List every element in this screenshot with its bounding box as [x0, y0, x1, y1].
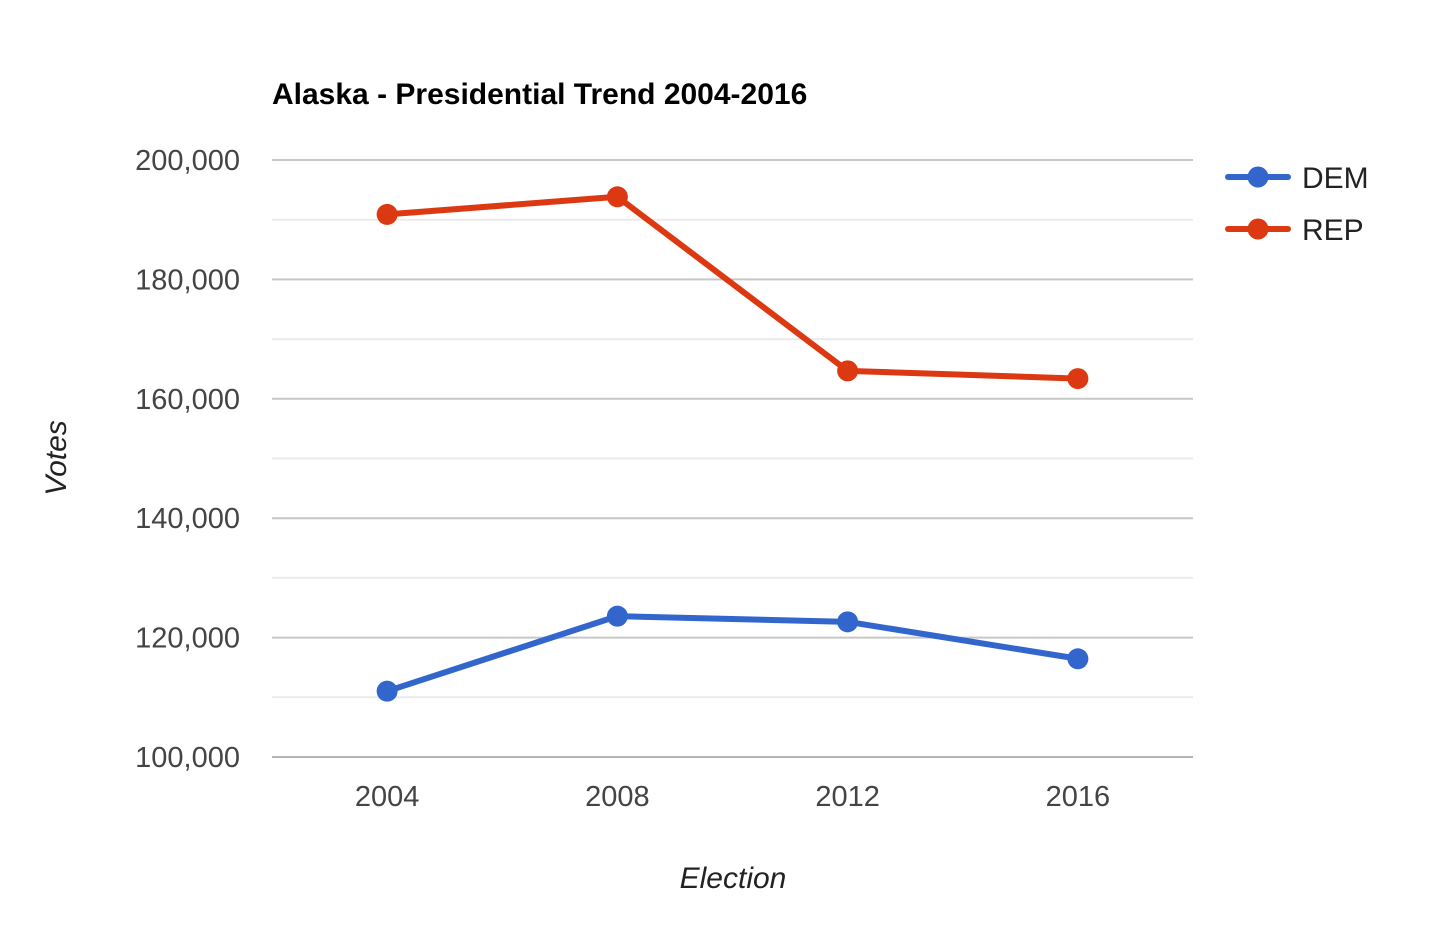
y-tick-label: 160,000: [135, 384, 240, 416]
rep-series-line: [384, 193, 1081, 382]
y-axis-ticks: 100,000 120,000 140,000 160,000 180,000 200,0…: [135, 145, 240, 774]
legend-marker-dem: [1247, 166, 1269, 188]
dem-data-point: [376, 680, 398, 702]
chart-title: Alaska - Presidential Trend 2004-2016: [272, 78, 807, 111]
y-tick-label: 120,000: [135, 623, 240, 655]
series-layer: [376, 186, 1089, 702]
legend-item-dem: DEM: [1225, 162, 1369, 195]
dem-data-point: [606, 605, 628, 627]
legend-label-dem: DEM: [1302, 162, 1369, 195]
legend-label-rep: REP: [1302, 214, 1364, 247]
y-tick-label: 140,000: [135, 503, 240, 535]
rep-series: [376, 186, 1089, 390]
y-tick-label: 180,000: [135, 264, 240, 296]
dem-data-point: [1067, 648, 1089, 670]
x-axis-title: Election: [680, 862, 787, 895]
dem-data-point: [837, 611, 859, 633]
dem-series: [376, 605, 1089, 702]
legend-marker-rep: [1247, 218, 1269, 240]
x-tick-label: 2008: [585, 781, 650, 813]
gridlines: [272, 159, 1193, 758]
x-tick-label: 2012: [815, 781, 880, 813]
y-tick-label: 100,000: [135, 742, 240, 774]
rep-data-point: [1067, 368, 1089, 390]
rep-data-point: [837, 360, 859, 382]
legend: DEM REP: [1225, 162, 1369, 247]
x-tick-label: 2004: [355, 781, 420, 813]
y-axis-title: Votes: [40, 420, 73, 496]
x-axis-ticks: 2004 2008 2012 2016: [355, 781, 1110, 813]
x-tick-label: 2016: [1046, 781, 1111, 813]
rep-data-point: [606, 186, 628, 208]
dem-series-line: [384, 613, 1081, 695]
legend-item-rep: REP: [1225, 214, 1364, 247]
rep-data-point: [376, 203, 398, 225]
y-tick-label: 200,000: [135, 145, 240, 177]
